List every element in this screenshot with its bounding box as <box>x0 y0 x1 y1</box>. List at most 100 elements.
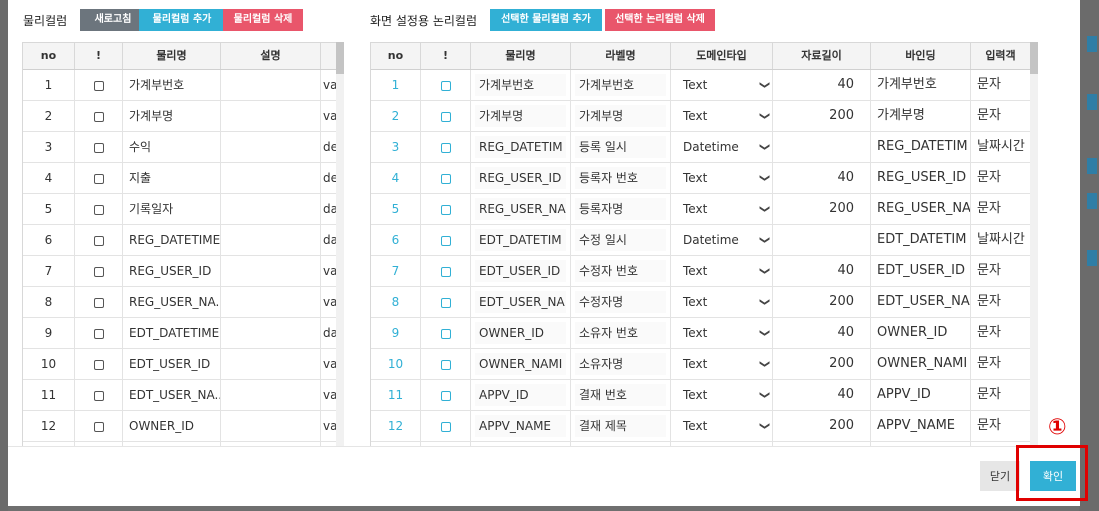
domain-type-select[interactable]: Text ❯ <box>671 70 773 100</box>
cell-data-length[interactable]: 40 <box>773 70 871 100</box>
domain-type-select[interactable]: Text ❯ <box>671 163 773 193</box>
cell-physical-name[interactable]: EDT_USER_NA <box>471 287 571 317</box>
cell-flag[interactable] <box>75 225 123 255</box>
row-checkbox[interactable] <box>440 359 451 370</box>
domain-type-select[interactable]: Datetime ❯ <box>671 132 773 162</box>
table-row[interactable]: 11 APPV_ID 결재 번호 Text ❯ 40 APPV_ID 문자 <box>371 380 1031 411</box>
physical-name-input[interactable]: APPV_NAME <box>475 415 566 437</box>
cell-no[interactable]: 12 <box>371 411 421 441</box>
header-binding[interactable]: 바인딩 <box>871 43 971 69</box>
cell-label-name[interactable]: 결재 제목 <box>571 411 671 441</box>
header-label-name[interactable]: 라벨명 <box>571 43 671 69</box>
cell-data-length[interactable]: 40 <box>773 163 871 193</box>
cell-physical-name[interactable]: APPV_ID <box>471 380 571 410</box>
cell-flag[interactable] <box>75 163 123 193</box>
table-row[interactable]: 2 가계부명 va <box>23 101 337 132</box>
header-physical-name[interactable]: 물리명 <box>123 43 221 69</box>
cell-label-name[interactable]: 가계부번호 <box>571 70 671 100</box>
cell-label-name[interactable]: 수정자명 <box>571 287 671 317</box>
cell-flag[interactable] <box>421 132 471 162</box>
table-row[interactable]: 3 수익 de <box>23 132 337 163</box>
row-checkbox[interactable] <box>93 421 104 432</box>
cell-no[interactable]: 8 <box>371 287 421 317</box>
cell-data-length[interactable]: 200 <box>773 194 871 224</box>
row-checkbox[interactable] <box>440 266 451 277</box>
cell-flag[interactable] <box>421 101 471 131</box>
cell-data-length[interactable]: 200 <box>773 287 871 317</box>
cell-no[interactable]: 10 <box>371 349 421 379</box>
cell-data-length[interactable]: 200 <box>773 101 871 131</box>
label-name-input[interactable]: 등록자명 <box>575 198 666 220</box>
cell-data-length[interactable]: 200 <box>773 349 871 379</box>
cell-flag[interactable] <box>75 349 123 379</box>
cell-flag[interactable] <box>75 101 123 131</box>
header-input-type[interactable]: 입력객 <box>971 43 1031 69</box>
header-domain-type[interactable]: 도메인타입 <box>671 43 773 69</box>
cell-physical-name[interactable]: APPV_NAME <box>471 411 571 441</box>
table-row[interactable]: 7 EDT_USER_ID 수정자 번호 Text ❯ 40 EDT_USER_ID 문자 <box>371 256 1031 287</box>
row-checkbox[interactable] <box>440 111 451 122</box>
row-checkbox[interactable] <box>440 328 451 339</box>
table-row[interactable]: 5 REG_USER_NA 등록자명 Text ❯ 200 REG_USER_NA 문자 <box>371 194 1031 225</box>
cell-flag[interactable] <box>75 70 123 100</box>
cell-flag[interactable] <box>421 194 471 224</box>
cell-label-name[interactable]: 소유자명 <box>571 349 671 379</box>
cell-no[interactable]: 11 <box>371 380 421 410</box>
row-checkbox[interactable] <box>440 80 451 91</box>
close-button[interactable]: 닫기 <box>980 461 1020 491</box>
physical-name-input[interactable]: REG_DATETIM <box>475 136 566 158</box>
row-checkbox[interactable] <box>440 235 451 246</box>
domain-type-select[interactable]: Datetime ❯ <box>671 225 773 255</box>
cell-flag[interactable] <box>421 287 471 317</box>
row-checkbox[interactable] <box>440 142 451 153</box>
row-checkbox[interactable] <box>440 390 451 401</box>
cell-data-length[interactable]: 40 <box>773 442 871 447</box>
cell-label-name[interactable]: 가계부명 <box>571 101 671 131</box>
domain-type-select[interactable]: Text ❯ <box>671 101 773 131</box>
add-physical-column-button[interactable]: 물리컬럼 추가 <box>139 9 225 31</box>
header-physical-name[interactable]: 물리명 <box>471 43 571 69</box>
physical-name-input[interactable]: OWNER_ID <box>475 322 566 344</box>
cell-flag[interactable] <box>421 380 471 410</box>
cell-no[interactable]: 3 <box>371 132 421 162</box>
header-description[interactable]: 설명 <box>221 43 321 69</box>
table-row[interactable]: 3 REG_DATETIM 등록 일시 Datetime ❯ REG_DATETIM 날짜시… <box>371 132 1031 163</box>
cell-label-name[interactable]: 등록자명 <box>571 194 671 224</box>
header-no[interactable]: no <box>371 43 421 69</box>
table-row[interactable]: 4 REG_USER_ID 등록자 번호 Text ❯ 40 REG_USER_ID 문자 <box>371 163 1031 194</box>
cell-label-name[interactable]: 수정자 번호 <box>571 256 671 286</box>
domain-type-select[interactable]: Text ❯ <box>671 194 773 224</box>
table-row[interactable]: 9 EDT_DATETIME da <box>23 318 337 349</box>
label-name-input[interactable]: 등록 일시 <box>575 136 666 158</box>
row-checkbox[interactable] <box>93 173 104 184</box>
physical-name-input[interactable]: EDT_USER_ID <box>475 260 566 282</box>
table-row[interactable]: 11 EDT_USER_NA... va <box>23 380 337 411</box>
physical-name-input[interactable]: 가계부번호 <box>475 74 566 96</box>
cell-data-length[interactable]: 40 <box>773 380 871 410</box>
cell-physical-name[interactable]: 가계부번호 <box>471 70 571 100</box>
confirm-button[interactable]: 확인 <box>1030 461 1076 491</box>
cell-flag[interactable] <box>75 194 123 224</box>
cell-no[interactable]: 2 <box>371 101 421 131</box>
row-checkbox[interactable] <box>93 328 104 339</box>
cell-no[interactable]: 5 <box>371 194 421 224</box>
header-flag[interactable]: ! <box>75 43 123 69</box>
table-row[interactable]: 8 EDT_USER_NA 수정자명 Text ❯ 200 EDT_USER_NA 문자 <box>371 287 1031 318</box>
label-name-input[interactable]: 결재 번호 <box>575 384 666 406</box>
header-data-length[interactable]: 자료길이 <box>773 43 871 69</box>
table-row[interactable]: 10 EDT_USER_ID va <box>23 349 337 380</box>
cell-no[interactable]: 13 <box>371 442 421 447</box>
cell-flag[interactable] <box>75 380 123 410</box>
right-grid-scrollbar[interactable] <box>1030 42 1038 446</box>
domain-type-select[interactable]: Text ❯ <box>671 318 773 348</box>
table-row[interactable]: 7 REG_USER_ID va <box>23 256 337 287</box>
cell-flag[interactable] <box>421 70 471 100</box>
table-row[interactable]: 12 APPV_NAME 결재 제목 Text ❯ 200 APPV_NAME 문자 <box>371 411 1031 442</box>
cell-flag[interactable] <box>421 256 471 286</box>
cell-physical-name[interactable]: REG_DATETIM <box>471 132 571 162</box>
row-checkbox[interactable] <box>93 297 104 308</box>
row-checkbox[interactable] <box>440 173 451 184</box>
table-row[interactable]: 6 REG_DATETIME da <box>23 225 337 256</box>
cell-physical-name[interactable]: EDT_DATETIM <box>471 225 571 255</box>
cell-flag[interactable] <box>75 256 123 286</box>
